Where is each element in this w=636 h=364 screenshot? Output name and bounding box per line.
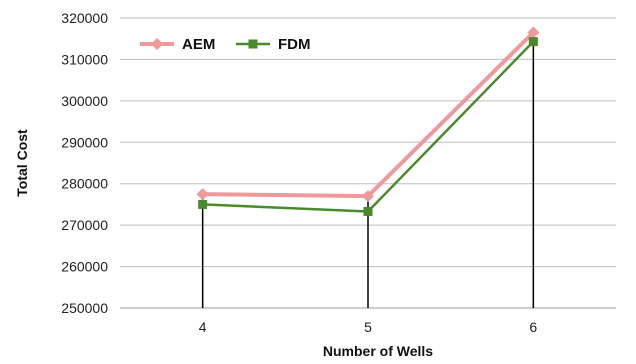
- y-tick-label: 320000: [61, 10, 108, 26]
- x-tick-labels: 4 5 6: [199, 319, 538, 335]
- y-tick-label: 300000: [61, 93, 108, 109]
- x-tick-label: 6: [529, 319, 537, 335]
- y-tick-label: 290000: [61, 134, 108, 150]
- data-point-fdm: [363, 206, 373, 216]
- data-point-aem: [527, 26, 540, 39]
- legend-label: AEM: [182, 36, 215, 53]
- y-tick-label: 270000: [61, 217, 108, 233]
- series-aem: [196, 26, 540, 203]
- legend: AEM FDM: [140, 36, 311, 53]
- y-axis-title: Total Cost: [14, 129, 30, 197]
- x-axis-title: Number of Wells: [323, 343, 433, 359]
- y-tick-label: 250000: [61, 300, 108, 316]
- legend-label: FDM: [278, 36, 311, 53]
- x-tick-label: 4: [199, 319, 207, 335]
- legend-marker: [151, 38, 163, 50]
- legend-item-fdm: FDM: [236, 36, 311, 53]
- data-point-aem: [196, 188, 209, 201]
- y-tick-label: 280000: [61, 176, 108, 192]
- series-fdm: [198, 37, 538, 216]
- y-tick-label: 260000: [61, 259, 108, 275]
- x-tick-label: 5: [364, 319, 372, 335]
- data-point-fdm: [528, 37, 538, 47]
- series-layer: [196, 26, 540, 216]
- data-point-aem: [362, 190, 374, 203]
- legend-item-aem: AEM: [140, 36, 215, 53]
- y-tick-label: 310000: [61, 51, 108, 67]
- y-tick-labels: 250000 260000 270000 280000 290000 300000 3100…: [61, 10, 108, 316]
- legend-marker: [248, 39, 258, 49]
- data-point-fdm: [198, 199, 208, 209]
